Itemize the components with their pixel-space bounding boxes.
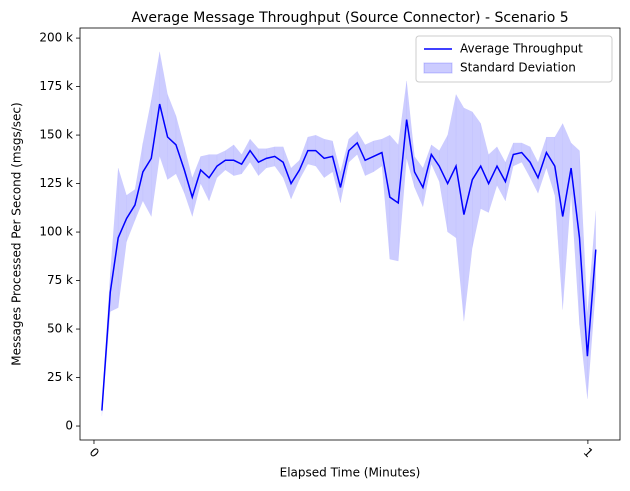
std-band: [323, 138, 333, 179]
std-band: [488, 146, 498, 213]
std-band: [562, 123, 572, 310]
y-tick-label: 100 k: [39, 225, 73, 239]
std-band: [447, 94, 457, 239]
std-band: [110, 168, 119, 312]
std-band: [389, 134, 399, 262]
std-band: [258, 148, 267, 177]
std-band: [167, 94, 177, 180]
std-band: [381, 134, 390, 260]
std-band: [521, 142, 531, 178]
x-axis-label: Elapsed Time (Minutes): [280, 466, 421, 480]
std-band: [200, 154, 210, 202]
y-tick-label: 125 k: [39, 176, 73, 190]
std-band: [472, 111, 481, 248]
line: [101, 103, 597, 411]
y-tick-label: 150 k: [39, 128, 73, 142]
std-band: [159, 51, 168, 180]
std-band: [414, 155, 424, 207]
legend-patch: [423, 62, 453, 74]
y-tick-label: 25 k: [47, 370, 73, 384]
std-band: [463, 107, 473, 322]
x-tick-label: 1: [581, 445, 596, 460]
y-axis-label: Messages Processed Per Second (msgs/sec): [10, 102, 24, 365]
std-band: [290, 159, 300, 200]
legend-label: Average Throughput: [460, 42, 583, 56]
std-band: [192, 156, 201, 217]
std-band: [134, 142, 144, 221]
std-band: [118, 168, 127, 308]
y-tick-label: 75 k: [47, 273, 73, 287]
y-tick-label: 50 k: [47, 322, 73, 336]
std-band: [513, 142, 522, 167]
legend-label: Standard Deviation: [460, 61, 576, 75]
plot-frame: [79, 27, 621, 441]
std-band: [546, 136, 555, 196]
std-band: [431, 144, 440, 182]
std-band: [208, 154, 218, 202]
std-band: [398, 80, 407, 262]
std-band: [480, 123, 489, 213]
std-band: [439, 135, 448, 233]
std-band: [126, 189, 136, 242]
std-band: [505, 142, 514, 202]
std-band: [233, 144, 242, 176]
std-band: [579, 150, 588, 399]
std-band: [570, 142, 580, 326]
y-tick-label: 0: [65, 419, 73, 433]
std-band: [422, 144, 432, 207]
y-tick-label: 175 k: [39, 79, 73, 93]
std-band: [554, 122, 563, 310]
std-band: [299, 136, 308, 180]
std-band: [373, 138, 383, 173]
std-band: [216, 150, 226, 179]
std-band: [357, 130, 366, 176]
legend-box: [415, 35, 613, 83]
std-band: [175, 115, 185, 194]
std-band: [455, 93, 465, 322]
x-tick-label: 0: [87, 445, 102, 460]
y-tick-label: 200 k: [39, 31, 73, 45]
std-band: [142, 100, 152, 217]
std-band: [315, 134, 325, 179]
chart-title: Average Message Throughput (Source Conne…: [131, 10, 568, 26]
std-band: [406, 80, 415, 188]
std-band: [274, 146, 284, 179]
